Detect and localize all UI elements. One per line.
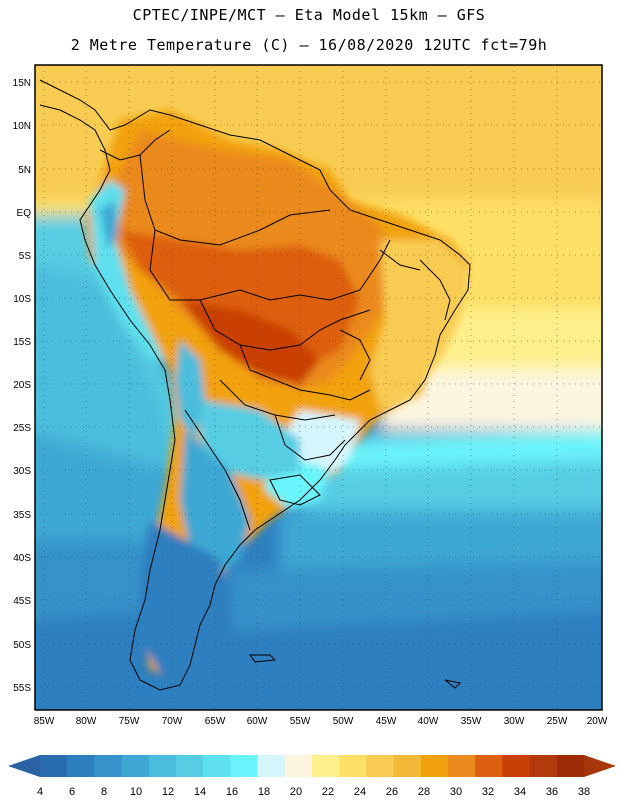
colorbar-box bbox=[257, 755, 286, 777]
land-field bbox=[85, 110, 470, 690]
colorbar-label: 18 bbox=[258, 786, 270, 798]
colorbar-box bbox=[366, 755, 395, 777]
colorbar-label: 34 bbox=[514, 786, 526, 798]
colorbar-labels: 4 6 8 10 12 14 16 18 20 22 24 26 28 30 32 34 36 38 bbox=[37, 786, 590, 798]
colorbar-label: 38 bbox=[578, 786, 590, 798]
colorbar-box bbox=[40, 755, 68, 777]
lat-label: 10N bbox=[13, 121, 31, 132]
colorbar-label: 20 bbox=[290, 786, 302, 798]
colorbar: 4 6 8 10 12 14 16 18 20 22 24 26 28 30 32 34 36 38 bbox=[8, 755, 616, 798]
colorbar-box bbox=[420, 755, 449, 777]
lon-label: 55W bbox=[290, 716, 311, 727]
colorbar-box bbox=[312, 755, 340, 777]
colorbar-boxes bbox=[40, 755, 585, 777]
colorbar-label: 22 bbox=[322, 786, 334, 798]
lat-label: 30S bbox=[13, 466, 31, 477]
colorbar-label: 14 bbox=[194, 786, 206, 798]
colorbar-box bbox=[148, 755, 177, 777]
colorbar-label: 36 bbox=[546, 786, 558, 798]
colorbar-under-arrow bbox=[8, 755, 40, 777]
lat-label: 5S bbox=[19, 251, 32, 262]
colorbar-box bbox=[502, 755, 531, 777]
andes-highlands bbox=[180, 430, 250, 580]
lon-label: 40W bbox=[418, 716, 439, 727]
lon-label: 35W bbox=[461, 716, 482, 727]
lon-label: 45W bbox=[376, 716, 397, 727]
colorbar-box bbox=[67, 755, 95, 777]
south-atlantic-mid bbox=[300, 460, 602, 520]
lat-label: 15N bbox=[13, 78, 31, 89]
map-frame bbox=[34, 64, 603, 711]
title-line-1: CPTEC/INPE/MCT – Eta Model 15km – GFS bbox=[132, 6, 486, 24]
lon-label: 60W bbox=[247, 716, 268, 727]
lat-label: 35S bbox=[13, 510, 31, 521]
colorbar-box bbox=[176, 755, 204, 777]
colorbar-box bbox=[230, 755, 259, 777]
lon-label: 50W bbox=[333, 716, 354, 727]
colorbar-box bbox=[94, 755, 123, 777]
colorbar-box bbox=[529, 755, 558, 777]
lon-axis: 85W 80W 75W 70W 65W 60W 55W 50W 45W 40W … bbox=[34, 716, 608, 727]
colorbar-label: 30 bbox=[450, 786, 462, 798]
lat-label: 25S bbox=[13, 423, 31, 434]
lat-label: 45S bbox=[13, 596, 31, 607]
colorbar-box bbox=[475, 755, 503, 777]
colorbar-box bbox=[393, 755, 422, 777]
map-area bbox=[35, 65, 602, 710]
colorbar-label: 28 bbox=[418, 786, 430, 798]
lat-axis: 15N 10N 5N EQ 5S 10S 15S 20S 25S 30S 35S… bbox=[13, 78, 32, 694]
colorbar-box bbox=[448, 755, 476, 777]
lat-label: 5N bbox=[18, 165, 31, 176]
colorbar-label: 16 bbox=[226, 786, 238, 798]
central-brazil bbox=[180, 300, 320, 385]
colorbar-label: 26 bbox=[386, 786, 398, 798]
colorbar-box bbox=[339, 755, 367, 777]
patagonia bbox=[140, 520, 230, 690]
lon-label: 85W bbox=[34, 716, 55, 727]
lon-label: 75W bbox=[119, 716, 140, 727]
colorbar-over-arrow bbox=[584, 755, 616, 777]
lat-label: 40S bbox=[13, 553, 31, 564]
colorbar-label: 32 bbox=[482, 786, 494, 798]
colorbar-label: 4 bbox=[37, 786, 43, 798]
colorbar-label: 8 bbox=[101, 786, 107, 798]
lat-label: 10S bbox=[13, 294, 31, 305]
colorbar-label: 24 bbox=[354, 786, 366, 798]
lon-label: 80W bbox=[76, 716, 97, 727]
lat-label: 15S bbox=[13, 337, 31, 348]
lon-label: 25W bbox=[547, 716, 568, 727]
lon-label: 30W bbox=[504, 716, 525, 727]
lat-label: 55S bbox=[13, 683, 31, 694]
colorbar-label: 10 bbox=[130, 786, 142, 798]
lat-label: 20S bbox=[13, 380, 31, 391]
colorbar-box bbox=[203, 755, 231, 777]
lon-label: 70W bbox=[162, 716, 183, 727]
colorbar-box bbox=[284, 755, 313, 777]
lat-label: EQ bbox=[17, 208, 32, 219]
lat-label: 50S bbox=[13, 640, 31, 651]
colorbar-box bbox=[121, 755, 150, 777]
lon-label: 20W bbox=[587, 716, 608, 727]
lon-label: 65W bbox=[205, 716, 226, 727]
title-line-2: 2 Metre Temperature (C) – 16/08/2020 12U… bbox=[70, 36, 548, 54]
colorbar-label: 12 bbox=[162, 786, 174, 798]
northeast-brazil bbox=[370, 240, 470, 410]
colorbar-box bbox=[556, 755, 585, 777]
colorbar-label: 6 bbox=[69, 786, 75, 798]
